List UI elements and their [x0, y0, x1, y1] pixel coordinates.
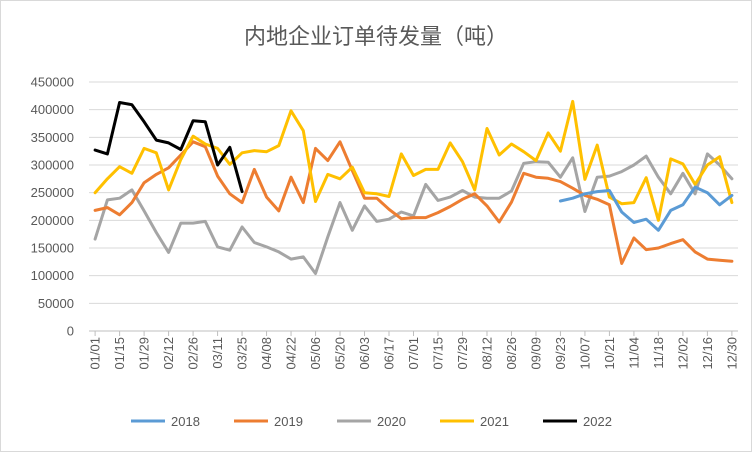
x-tick-label: 07/15	[430, 337, 445, 370]
x-tick-label: 10/21	[602, 337, 617, 370]
x-tick-label: 10/07	[577, 337, 592, 370]
series-line-2018	[558, 185, 734, 232]
x-tick-label: 01/15	[112, 337, 127, 370]
chart-title: 内地企业订单待发量（吨）	[244, 25, 508, 50]
x-tick-label: 07/29	[455, 337, 470, 370]
legend-label-2021: 2021	[480, 414, 509, 429]
x-tick-label: 05/20	[333, 337, 348, 370]
y-tick-label: 250000	[31, 185, 74, 200]
x-tick-label: 02/12	[161, 337, 176, 370]
series-line-2019	[93, 140, 734, 265]
y-tick-label: 200000	[31, 213, 74, 228]
x-tick-label: 08/12	[479, 337, 494, 370]
x-tick-label: 01/29	[137, 337, 152, 370]
y-tick-label: 300000	[31, 158, 74, 173]
y-tick-label: 400000	[31, 102, 74, 117]
x-axis-ticks: 01/01 01/15 01/29 02/12 02/26 03/11 03/25 04/08…	[88, 331, 739, 370]
x-tick-label: 12/02	[675, 337, 690, 370]
x-tick-label: 11/04	[626, 337, 641, 369]
grid-lines	[89, 81, 738, 332]
x-tick-label: 05/06	[308, 337, 323, 370]
y-tick-label: 100000	[31, 268, 74, 283]
x-tick-label: 09/09	[528, 337, 543, 370]
y-tick-label: 0	[67, 324, 74, 339]
y-tick-label: 150000	[31, 241, 74, 256]
x-tick-label: 01/01	[88, 337, 103, 370]
series-line-2020	[93, 152, 734, 275]
x-tick-label: 04/22	[284, 337, 299, 370]
x-tick-label: 06/03	[357, 337, 372, 370]
legend-label-2020: 2020	[377, 414, 406, 429]
series-line-2022	[93, 101, 244, 194]
x-tick-label: 08/26	[504, 337, 519, 370]
x-tick-label: 09/23	[553, 337, 568, 370]
series-lines	[93, 99, 734, 275]
x-tick-label: 07/01	[406, 337, 421, 370]
x-tick-label: 12/16	[700, 337, 715, 370]
legend-label-2019: 2019	[274, 414, 303, 429]
legend-label-2018: 2018	[171, 414, 200, 429]
x-tick-label: 03/11	[210, 337, 225, 369]
legend: 2018 2019 2020 2021 2022	[131, 414, 612, 429]
series-line-2021	[93, 99, 734, 222]
x-tick-label: 02/26	[186, 337, 201, 370]
x-tick-label: 06/17	[382, 337, 397, 370]
y-tick-label: 350000	[31, 130, 74, 145]
legend-label-2022: 2022	[583, 414, 612, 429]
x-tick-label: 11/18	[651, 337, 666, 369]
y-axis-ticks: 0 50000 100000 150000 200000 250000 300000 3500…	[31, 75, 74, 339]
x-tick-label: 04/08	[259, 337, 274, 370]
y-tick-label: 50000	[38, 296, 74, 311]
y-tick-label: 450000	[31, 75, 74, 90]
x-tick-label: 03/25	[235, 337, 250, 370]
x-tick-label: 12/30	[724, 337, 739, 370]
